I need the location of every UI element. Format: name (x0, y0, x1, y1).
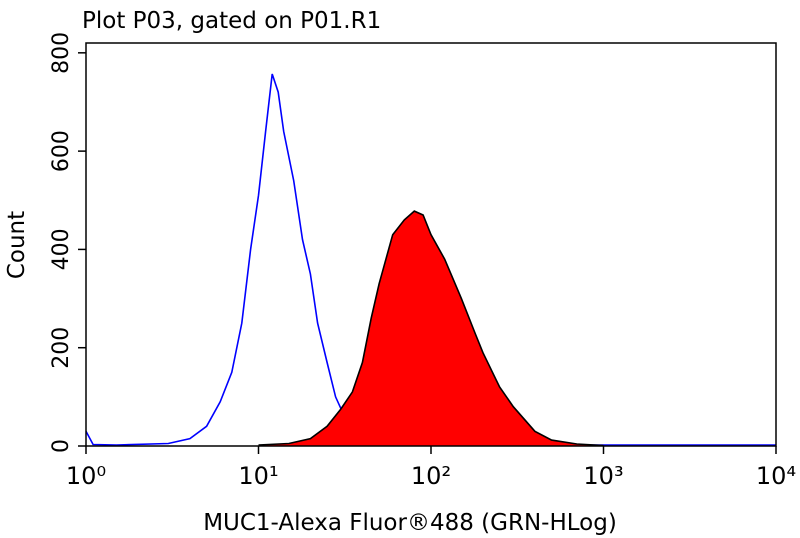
x-tick-label: 10¹ (238, 462, 278, 490)
y-axis-label: Count (4, 211, 30, 279)
y-tick-label: 600 (49, 130, 74, 172)
x-tick-label: 10³ (583, 462, 623, 490)
y-tick-label: 800 (49, 32, 74, 74)
chart-title: Plot P03, gated on P01.R1 (82, 8, 381, 34)
x-tick-label: 10⁴ (756, 462, 796, 490)
x-tick-label: 10² (411, 462, 451, 490)
y-tick-label: 200 (49, 327, 74, 369)
area-fill (258, 211, 604, 446)
x-tick-label: 10⁰ (66, 462, 106, 490)
x-axis-label: MUC1-Alexa Fluor®488 (GRN-HLog) (203, 510, 617, 536)
histogram-line (258, 210, 604, 447)
y-tick-label: 0 (49, 439, 74, 453)
y-tick-label: 400 (49, 228, 74, 270)
